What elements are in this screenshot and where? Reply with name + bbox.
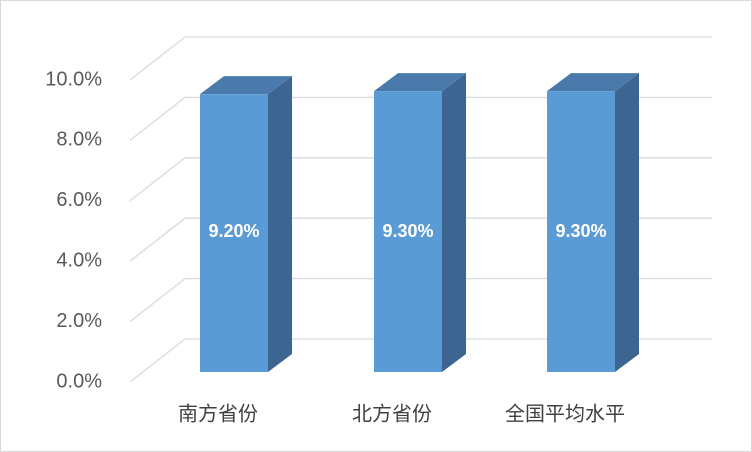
bar-top: [547, 73, 639, 92]
x-tick-label: 南方省份: [178, 402, 258, 425]
bar-side: [268, 76, 292, 372]
bar-side: [442, 73, 466, 372]
grid-line: [129, 217, 712, 262]
y-tick-label: 4.0%: [56, 249, 102, 271]
grid-line: [129, 36, 712, 81]
y-tick-label: 8.0%: [56, 129, 102, 151]
grid-line: [129, 277, 712, 323]
bar: [200, 94, 268, 372]
y-tick-label: 10.0%: [45, 68, 102, 90]
bar-top: [200, 76, 292, 95]
bar: [547, 91, 615, 372]
y-tick-label: 0.0%: [56, 370, 102, 392]
y-tick-label: 6.0%: [56, 189, 102, 211]
x-tick-label: 全国平均水平: [505, 402, 625, 425]
value-label: 9.20%: [208, 221, 259, 241]
grid-line: [129, 338, 712, 383]
value-label: 9.30%: [555, 221, 606, 241]
y-tick-label: 2.0%: [56, 310, 102, 332]
grid-line: [129, 157, 712, 202]
value-label: 9.30%: [382, 221, 433, 241]
bar: [374, 91, 442, 372]
bar-top: [374, 73, 466, 92]
bar-side: [615, 73, 639, 372]
grid-line: [129, 96, 712, 141]
x-tick-label: 北方省份: [352, 402, 432, 425]
